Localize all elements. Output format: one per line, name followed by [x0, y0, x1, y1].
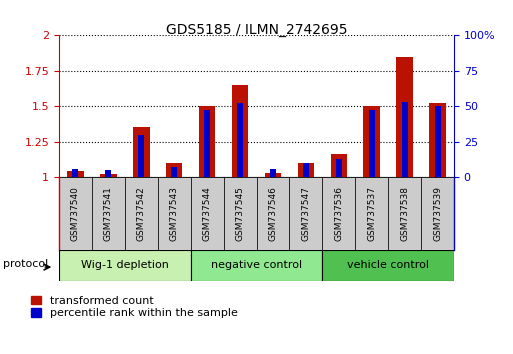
Bar: [397, 57, 413, 177]
Bar: [265, 173, 281, 177]
Text: GSM737544: GSM737544: [203, 186, 212, 241]
Bar: [158, 177, 191, 250]
Bar: [421, 177, 454, 250]
Bar: [199, 106, 215, 177]
Bar: [191, 250, 322, 281]
Bar: [105, 170, 111, 177]
Text: GSM737543: GSM737543: [170, 186, 179, 241]
Text: GSM737538: GSM737538: [400, 186, 409, 241]
Bar: [289, 177, 322, 250]
Text: GSM737546: GSM737546: [268, 186, 278, 241]
Legend: transformed count, percentile rank within the sample: transformed count, percentile rank withi…: [31, 296, 238, 318]
Bar: [67, 171, 84, 177]
Text: vehicle control: vehicle control: [347, 261, 429, 270]
Text: GSM737539: GSM737539: [433, 186, 442, 241]
Bar: [355, 177, 388, 250]
Bar: [369, 110, 374, 177]
Bar: [59, 250, 191, 281]
Bar: [322, 177, 355, 250]
Text: GSM737541: GSM737541: [104, 186, 113, 241]
Bar: [303, 163, 309, 177]
Bar: [322, 250, 454, 281]
Bar: [166, 163, 183, 177]
Text: negative control: negative control: [211, 261, 302, 270]
Bar: [191, 177, 224, 250]
Bar: [429, 103, 446, 177]
Bar: [232, 85, 248, 177]
Bar: [388, 177, 421, 250]
Text: protocol: protocol: [3, 259, 48, 269]
Bar: [171, 167, 177, 177]
Bar: [330, 154, 347, 177]
Bar: [72, 169, 78, 177]
Bar: [402, 102, 408, 177]
Text: GSM737547: GSM737547: [301, 186, 310, 241]
Text: GSM737542: GSM737542: [137, 186, 146, 241]
Bar: [139, 135, 144, 177]
Text: GDS5185 / ILMN_2742695: GDS5185 / ILMN_2742695: [166, 23, 347, 37]
Bar: [204, 110, 210, 177]
Text: Wig-1 depletion: Wig-1 depletion: [81, 261, 169, 270]
Bar: [237, 103, 243, 177]
Text: GSM737540: GSM737540: [71, 186, 80, 241]
Bar: [92, 177, 125, 250]
Bar: [59, 177, 92, 250]
Bar: [125, 177, 158, 250]
Bar: [298, 163, 314, 177]
Bar: [100, 174, 116, 177]
Bar: [224, 177, 256, 250]
Text: GSM737537: GSM737537: [367, 186, 376, 241]
Bar: [364, 106, 380, 177]
Text: GSM737545: GSM737545: [235, 186, 245, 241]
Bar: [435, 106, 441, 177]
Bar: [256, 177, 289, 250]
Bar: [336, 159, 342, 177]
Text: GSM737536: GSM737536: [334, 186, 343, 241]
Bar: [133, 127, 149, 177]
Bar: [270, 169, 276, 177]
